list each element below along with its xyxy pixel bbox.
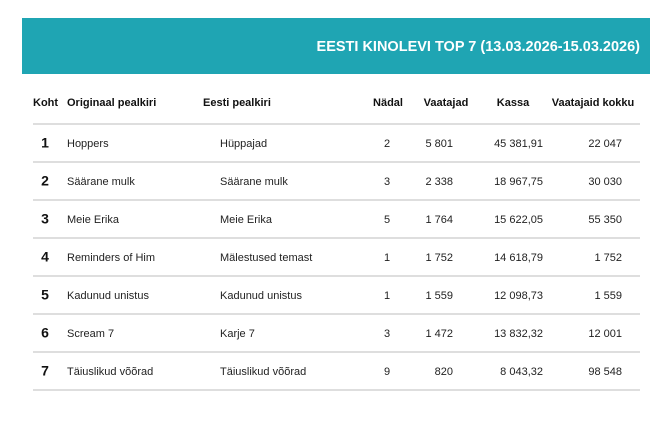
column-header: Kassa xyxy=(497,97,530,109)
cell: Säärane mulk xyxy=(220,176,288,188)
cell: 5 801 xyxy=(425,138,453,150)
cell: Meie Erika xyxy=(67,214,120,226)
cell: 18 967,75 xyxy=(494,176,543,188)
cell: Kadunud unistus xyxy=(67,290,149,302)
column-header: Nädal xyxy=(373,97,403,109)
cell: 14 618,79 xyxy=(494,252,543,264)
cell: 9 xyxy=(384,366,390,378)
cell: Hoppers xyxy=(67,138,109,150)
cell: 1 xyxy=(384,252,390,264)
column-header: Eesti pealkiri xyxy=(203,97,271,109)
rank: 7 xyxy=(41,363,49,379)
cell: Kadunud unistus xyxy=(220,290,302,302)
cell: Meie Erika xyxy=(220,214,273,226)
cell: Hüppajad xyxy=(220,138,267,150)
header-title: EESTI KINOLEVI TOP 7 (13.03.2026-15.03.2… xyxy=(317,39,641,55)
cell: 15 622,05 xyxy=(494,214,543,226)
cell: 45 381,91 xyxy=(494,138,543,150)
cell: 1 752 xyxy=(594,252,622,264)
cell: 98 548 xyxy=(588,366,622,378)
rank: 2 xyxy=(41,173,49,189)
cell: 3 xyxy=(384,328,390,340)
rank: 3 xyxy=(41,211,49,227)
cell: 13 832,32 xyxy=(494,328,543,340)
cell: 1 xyxy=(384,290,390,302)
cell: 1 559 xyxy=(425,290,453,302)
rank: 6 xyxy=(41,325,49,341)
column-header: Vaatajad xyxy=(424,97,469,109)
cell: Karje 7 xyxy=(220,328,255,340)
cell: 1 764 xyxy=(425,214,453,226)
cell: Scream 7 xyxy=(67,328,114,340)
cell: 30 030 xyxy=(588,176,622,188)
cell: 8 043,32 xyxy=(500,366,543,378)
cell: 2 338 xyxy=(425,176,453,188)
cell: 12 098,73 xyxy=(494,290,543,302)
column-header: Koht xyxy=(33,97,58,109)
column-header: Originaal pealkiri xyxy=(67,97,156,109)
cell: Täiuslikud võõrad xyxy=(67,366,153,378)
rank: 4 xyxy=(41,249,49,265)
column-header: Vaatajaid kokku xyxy=(552,97,635,109)
cell: Reminders of Him xyxy=(67,252,155,264)
cell: 22 047 xyxy=(588,138,622,150)
rank: 5 xyxy=(41,287,49,303)
cell: Säärane mulk xyxy=(67,176,135,188)
cell: 5 xyxy=(384,214,390,226)
cell: 1 472 xyxy=(425,328,453,340)
cell: 1 752 xyxy=(425,252,453,264)
cell: 55 350 xyxy=(588,214,622,226)
cell: Täiuslikud võõrad xyxy=(220,366,306,378)
header-bar xyxy=(22,18,650,74)
cell: 2 xyxy=(384,138,390,150)
rank: 1 xyxy=(41,135,49,151)
cell: 3 xyxy=(384,176,390,188)
cell: 820 xyxy=(435,366,453,378)
cell: 1 559 xyxy=(594,290,622,302)
cell: Mälestused temast xyxy=(220,252,312,264)
cell: 12 001 xyxy=(588,328,622,340)
